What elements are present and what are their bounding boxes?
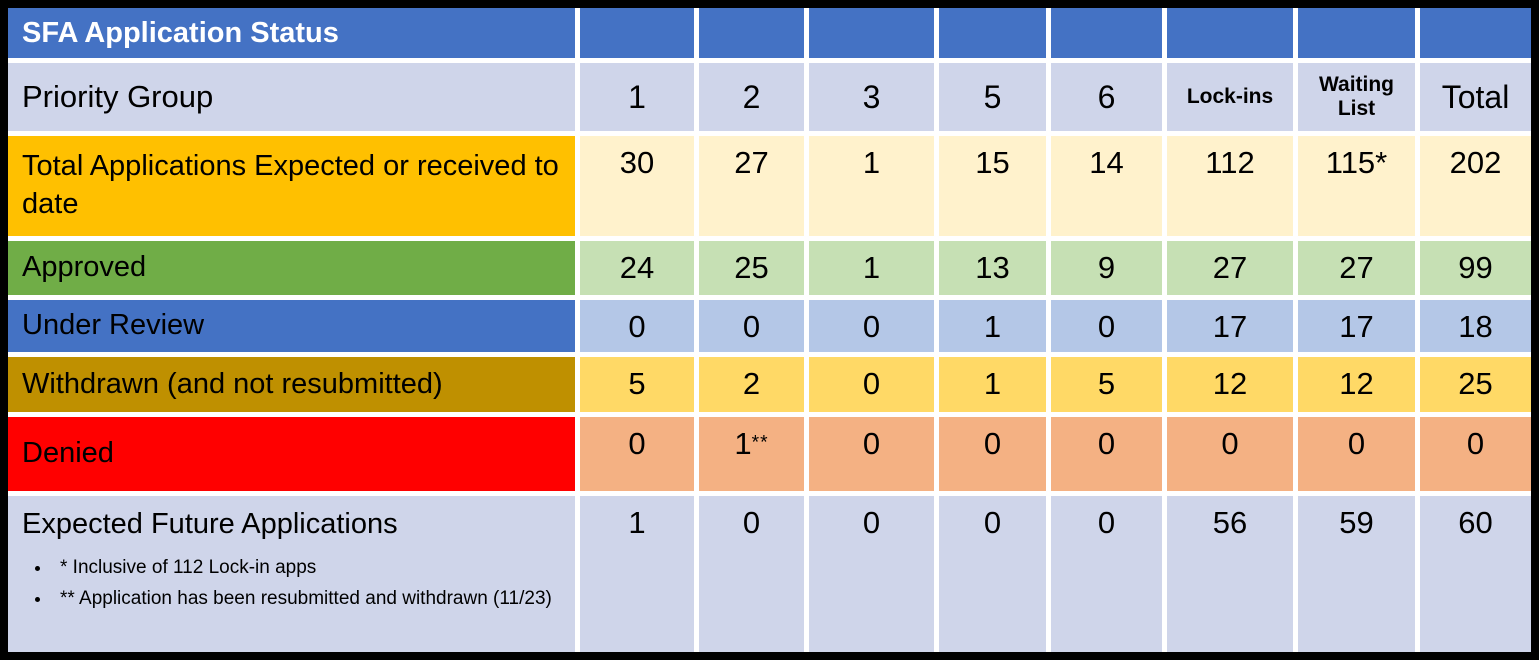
column-header-1: 1 (580, 63, 694, 131)
column-header-2: 2 (699, 63, 804, 131)
cell-total-applications-waiting-list: 115* (1298, 136, 1415, 236)
cell-withdrawn-2: 2 (699, 357, 804, 412)
cell-under-review-3: 0 (809, 300, 934, 352)
cell-expected-future-3: 0 (809, 496, 934, 652)
row-label-under-review: Under Review (8, 300, 575, 352)
cell-withdrawn-1: 5 (580, 357, 694, 412)
cell-denied-3: 0 (809, 417, 934, 491)
cell-total-applications-6: 14 (1051, 136, 1162, 236)
cell-total-applications-total: 202 (1420, 136, 1531, 236)
header-blank-cell-2 (699, 8, 804, 58)
column-header-6: 6 (1051, 63, 1162, 131)
cell-denied-6: 0 (1051, 417, 1162, 491)
cell-under-review-waiting-list: 17 (1298, 300, 1415, 352)
row-label-total-applications: Total Applications Expected or received … (8, 136, 575, 236)
row-label-denied: Denied (8, 417, 575, 491)
cell-total-applications-5: 15 (939, 136, 1046, 236)
cell-total-applications-lock-ins: 112 (1167, 136, 1293, 236)
row-label-approved: Approved (8, 241, 575, 295)
cell-denied-lock-ins: 0 (1167, 417, 1293, 491)
row-label-text: Denied (22, 437, 114, 470)
column-header-waiting-list: Waiting List (1298, 63, 1415, 131)
cell-denied-1: 0 (580, 417, 694, 491)
cell-withdrawn-5: 1 (939, 357, 1046, 412)
cell-approved-6: 9 (1051, 241, 1162, 295)
footnote-marker: ** (751, 432, 769, 454)
row-label-withdrawn: Withdrawn (and not resubmitted) (8, 357, 575, 412)
cell-denied-5: 0 (939, 417, 1046, 491)
table-title: SFA Application Status (8, 8, 575, 58)
cell-withdrawn-6: 5 (1051, 357, 1162, 412)
footnotes-list: * Inclusive of 112 Lock-in apps ** Applic… (22, 554, 565, 617)
cell-under-review-lock-ins: 17 (1167, 300, 1293, 352)
cell-withdrawn-lock-ins: 12 (1167, 357, 1293, 412)
cell-total-applications-2: 27 (699, 136, 804, 236)
cell-approved-lock-ins: 27 (1167, 241, 1293, 295)
cell-approved-1: 24 (580, 241, 694, 295)
header-blank-cell-1 (580, 8, 694, 58)
cell-expected-future-total: 60 (1420, 496, 1531, 652)
cell-expected-future-6: 0 (1051, 496, 1162, 652)
cell-under-review-6: 0 (1051, 300, 1162, 352)
cell-under-review-total: 18 (1420, 300, 1531, 352)
cell-withdrawn-total: 25 (1420, 357, 1531, 412)
cell-under-review-2: 0 (699, 300, 804, 352)
cell-approved-total: 99 (1420, 241, 1531, 295)
header-blank-cell-4 (939, 8, 1046, 58)
cell-expected-future-1: 1 (580, 496, 694, 652)
footnote-2: ** Application has been resubmitted and … (52, 585, 565, 613)
row-label-text: Approved (22, 251, 147, 284)
cell-denied-2: 1** (699, 417, 804, 491)
column-header-lock-ins: Lock-ins (1167, 63, 1293, 131)
cell-total-applications-3: 1 (809, 136, 934, 236)
header-blank-cell-7 (1298, 8, 1415, 58)
cell-denied-waiting-list: 0 (1298, 417, 1415, 491)
header-blank-cell-3 (809, 8, 934, 58)
header-blank-cell-6 (1167, 8, 1293, 58)
cell-total-applications-1: 30 (580, 136, 694, 236)
footnote-1: * Inclusive of 112 Lock-in apps (52, 554, 565, 582)
cell-under-review-5: 1 (939, 300, 1046, 352)
column-header-5: 5 (939, 63, 1046, 131)
column-header-3: 3 (809, 63, 934, 131)
header-blank-cell-5 (1051, 8, 1162, 58)
cell-withdrawn-waiting-list: 12 (1298, 357, 1415, 412)
cell-expected-future-lock-ins: 56 (1167, 496, 1293, 652)
row-label-text: Under Review (22, 309, 205, 342)
row-label-text: Expected Future Applications (22, 508, 398, 540)
row-label-expected-future: Expected Future Applications * Inclusive … (8, 496, 575, 652)
row-label-text: Total Applications Expected or received … (22, 150, 559, 220)
cell-expected-future-waiting-list: 59 (1298, 496, 1415, 652)
column-header-total: Total (1420, 63, 1531, 131)
cell-denied-total: 0 (1420, 417, 1531, 491)
row-label-text: Withdrawn (and not resubmitted) (22, 367, 443, 400)
cell-approved-5: 13 (939, 241, 1046, 295)
header-blank-cell-8 (1420, 8, 1531, 58)
cell-expected-future-2: 0 (699, 496, 804, 652)
cell-under-review-1: 0 (580, 300, 694, 352)
cell-approved-waiting-list: 27 (1298, 241, 1415, 295)
priority-group-header: Priority Group (8, 63, 575, 131)
cell-expected-future-5: 0 (939, 496, 1046, 652)
cell-withdrawn-3: 0 (809, 357, 934, 412)
cell-approved-3: 1 (809, 241, 934, 295)
cell-approved-2: 25 (699, 241, 804, 295)
